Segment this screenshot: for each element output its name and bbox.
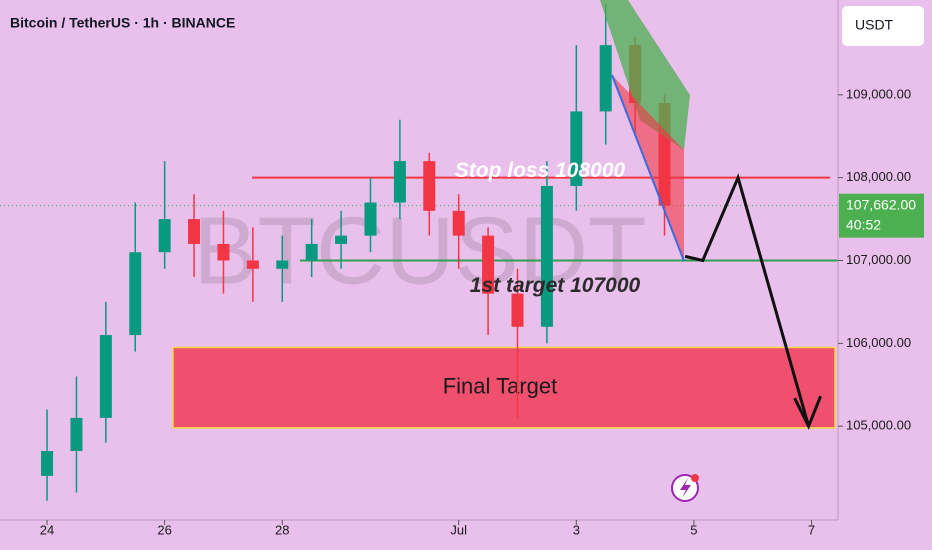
chart-title: Bitcoin / TetherUS · 1h · BINANCE: [10, 15, 235, 31]
stop-loss-label: Stop loss 108000: [455, 159, 626, 182]
projection-arrowhead: [793, 395, 822, 430]
candle-body: [99, 335, 112, 418]
projection-path: [684, 173, 811, 427]
y-tick-label: 107,000.00: [846, 252, 911, 267]
plot-area: Final Target Stop loss 108000 1st target 1…: [0, 3, 838, 501]
x-tick-label: 7: [808, 522, 815, 537]
candle-body: [335, 235, 348, 244]
candle-body: [599, 45, 612, 112]
y-tick-label: 105,000.00: [846, 418, 911, 433]
candle-body: [570, 111, 583, 186]
price-tag: [839, 193, 924, 238]
candle-body: [276, 260, 289, 269]
y-tick-label: 106,000.00: [846, 335, 911, 350]
y-tick-label: 108,000.00: [846, 169, 911, 184]
fib-zone-green: [600, 0, 690, 150]
currency-button[interactable]: [842, 6, 924, 46]
candle-body: [188, 219, 201, 244]
target-label: 1st target 107000: [470, 274, 641, 297]
candle-body: [246, 260, 259, 269]
x-tick-label: 28: [275, 522, 289, 537]
candle-body: [129, 252, 142, 336]
x-tick-label: 26: [157, 522, 171, 537]
final-target-zone: [172, 346, 836, 429]
price-tag-countdown: 40:52: [846, 216, 881, 232]
candle-body: [452, 210, 465, 236]
candle-body: [540, 185, 553, 327]
final-target-label: Final Target: [443, 373, 558, 398]
candle-body: [41, 451, 54, 476]
watermark: BTCUSDT: [193, 197, 646, 304]
x-tick-label: 5: [690, 522, 697, 537]
candle-body: [482, 235, 495, 294]
candle-body: [511, 293, 524, 327]
y-tick-label: 109,000.00: [846, 86, 911, 101]
price-tag-value: 107,662.00: [846, 196, 916, 212]
candle-body: [158, 219, 171, 253]
candle-body: [305, 243, 318, 261]
candle-body: [217, 243, 230, 261]
candle-body: [393, 161, 406, 203]
candle-body: [364, 202, 377, 236]
x-tick-label: 3: [573, 522, 580, 537]
fib-line: [611, 74, 685, 262]
candle-body: [423, 161, 436, 211]
currency-label: USDT: [855, 17, 894, 33]
candle-body: [70, 417, 83, 452]
x-tick-label: Jul: [450, 522, 467, 537]
x-tick-label: 24: [40, 522, 54, 537]
lightning-icon[interactable]: [671, 474, 699, 502]
